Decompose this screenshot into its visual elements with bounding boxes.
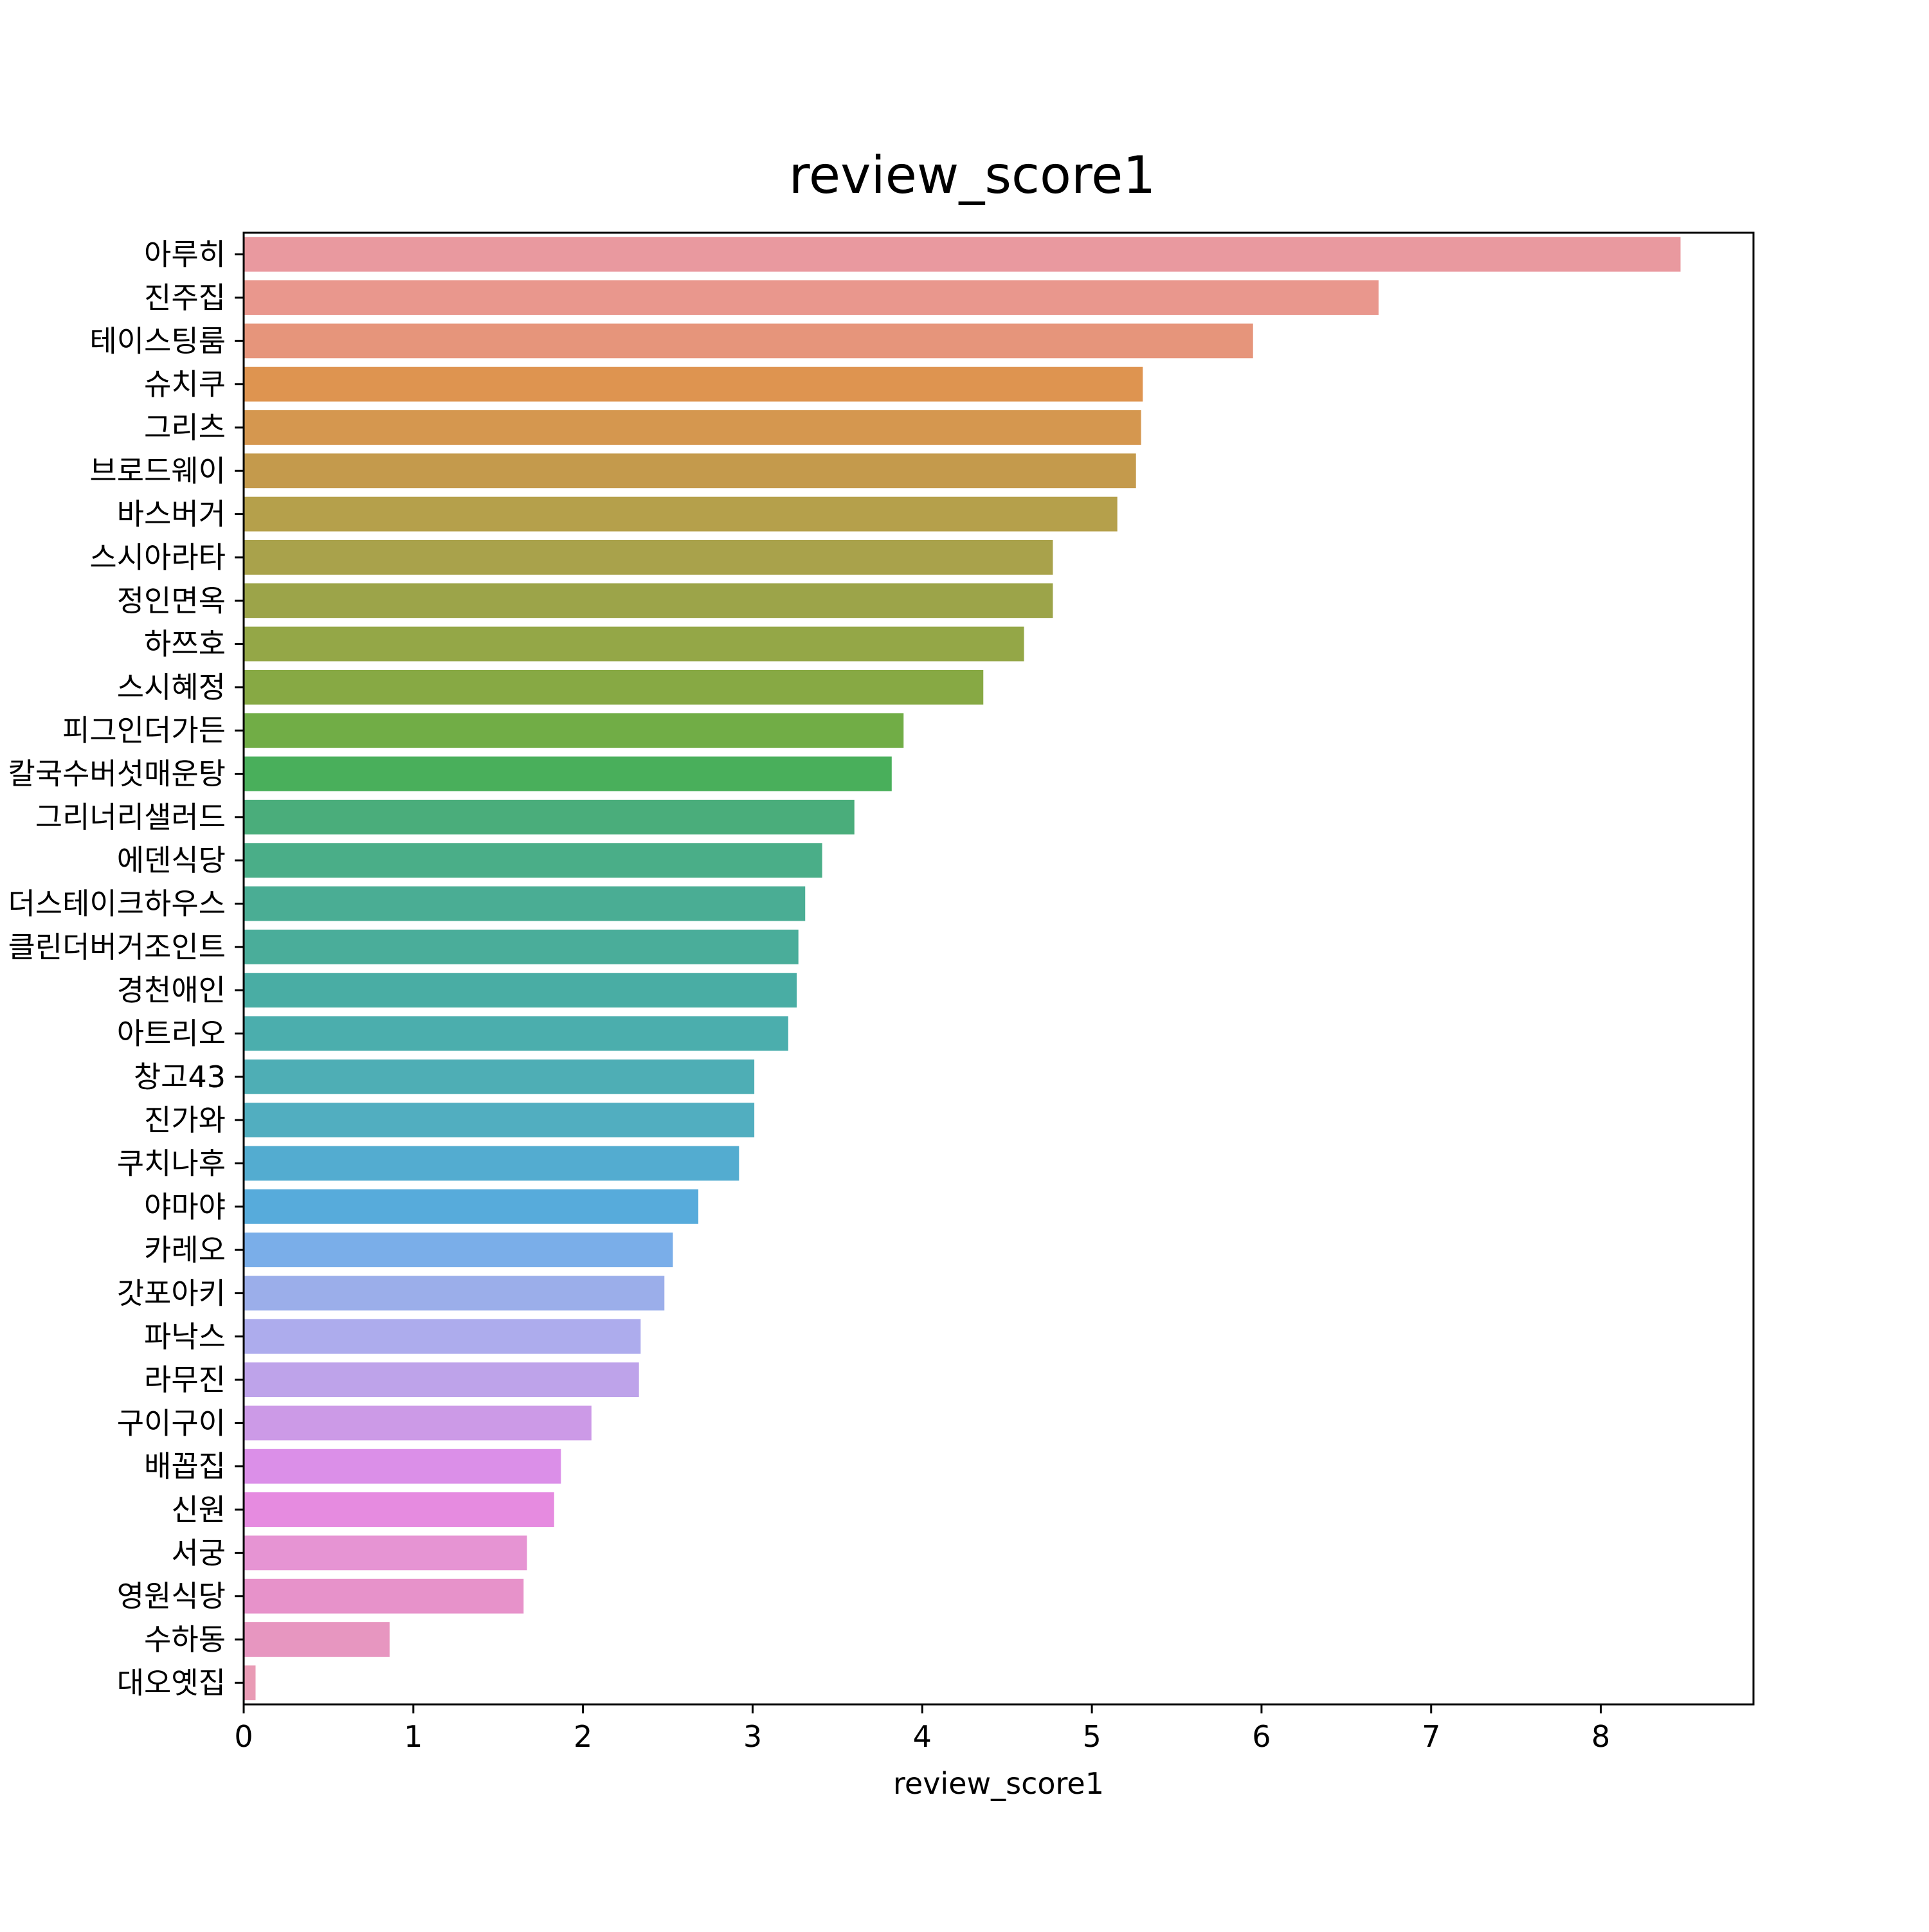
x-tick-label: 3	[743, 1719, 762, 1754]
y-tick-label: 그리츠	[144, 410, 226, 445]
x-axis-label: review_score1	[893, 1766, 1104, 1801]
y-tick-label: 경천애인	[117, 973, 226, 1007]
bar	[244, 1362, 639, 1398]
bar	[244, 539, 1053, 575]
y-tick-label: 영원식당	[117, 1579, 226, 1614]
y-tick-label: 카레오	[144, 1232, 226, 1267]
y-tick-label: 그리너리샐러드	[35, 800, 226, 835]
y-tick-label: 아루히	[144, 237, 226, 272]
bar	[244, 886, 806, 921]
bar	[244, 1146, 739, 1181]
bar	[244, 1535, 527, 1571]
y-axis: 아루히진주집테이스팅룸슈치쿠그리츠브로드웨이바스버거스시아라타정인면옥하쯔호스시…	[8, 237, 244, 1700]
bar	[244, 756, 892, 791]
y-tick-label: 브로드웨이	[89, 453, 226, 488]
y-tick-label: 갓포아키	[117, 1276, 226, 1310]
y-tick-label: 테이스팅룸	[89, 323, 226, 358]
bar	[244, 669, 984, 705]
bar	[244, 1016, 788, 1051]
y-tick-label: 배꼽집	[144, 1449, 226, 1484]
y-tick-label: 칼국수버섯매운탕	[8, 757, 226, 791]
bar	[244, 843, 822, 878]
bar	[244, 1492, 554, 1527]
y-tick-label: 클린더버거조인트	[8, 930, 226, 964]
x-tick-label: 4	[913, 1719, 932, 1754]
y-tick-label: 하쯔호	[144, 627, 226, 662]
bar	[244, 453, 1136, 489]
y-tick-label: 피그인더가든	[62, 713, 226, 748]
y-tick-label: 아트리오	[117, 1016, 226, 1051]
bar	[244, 1405, 592, 1441]
y-tick-label: 슈치쿠	[144, 367, 226, 402]
bar	[244, 583, 1053, 618]
y-tick-label: 라무진	[144, 1362, 226, 1397]
x-tick-label: 1	[404, 1719, 422, 1754]
bar	[244, 410, 1141, 445]
bar	[244, 713, 904, 748]
bar	[244, 323, 1253, 359]
y-tick-label: 서궁	[171, 1535, 226, 1570]
y-tick-label: 더스테이크하우스	[8, 887, 226, 921]
y-tick-label: 쿠치나후	[117, 1146, 226, 1180]
x-tick-label: 8	[1591, 1719, 1610, 1754]
bar	[244, 973, 797, 1008]
y-tick-label: 진가와	[144, 1103, 226, 1137]
y-tick-label: 바스버거	[117, 497, 226, 532]
plot-frame	[242, 231, 1755, 1706]
bar	[244, 496, 1118, 532]
bar	[244, 1578, 524, 1614]
bar	[244, 1059, 755, 1094]
y-tick-label: 정인면옥	[117, 583, 226, 618]
x-tick-label: 0	[234, 1719, 253, 1754]
y-tick-label: 스시혜정	[117, 670, 226, 705]
bar	[244, 237, 1681, 272]
x-tick-label: 7	[1422, 1719, 1440, 1754]
y-tick-label: 파낙스	[144, 1319, 226, 1354]
y-tick-label: 야마야	[144, 1189, 226, 1224]
y-tick-label: 구이구이	[117, 1405, 226, 1440]
bar	[244, 1276, 665, 1311]
y-tick-label: 에덴식당	[117, 843, 226, 878]
bar	[244, 799, 855, 835]
bar	[244, 1622, 390, 1657]
bar	[244, 1189, 699, 1224]
bar	[244, 1665, 256, 1701]
x-tick-label: 5	[1082, 1719, 1101, 1754]
chart-title: review_score1	[789, 145, 1155, 205]
bar	[244, 366, 1143, 402]
bar	[244, 1103, 755, 1138]
bar	[244, 1232, 673, 1268]
y-tick-label: 대오옛집	[117, 1665, 226, 1700]
bars-layer	[244, 237, 1681, 1701]
y-tick-label: 스시아라타	[89, 540, 226, 575]
bar	[244, 929, 799, 964]
x-tick-label: 6	[1252, 1719, 1271, 1754]
y-tick-label: 진주집	[144, 280, 226, 315]
y-tick-label: 신원	[171, 1492, 226, 1527]
x-axis: 0 1 2 3 4 5 6 7 8	[234, 1704, 1610, 1754]
bar	[244, 1319, 641, 1354]
bar	[244, 280, 1379, 315]
y-tick-label: 수하동	[144, 1622, 226, 1657]
bar	[244, 626, 1024, 662]
x-tick-label: 2	[574, 1719, 592, 1754]
bar	[244, 1449, 561, 1484]
y-tick-label: 창고43	[134, 1060, 226, 1094]
